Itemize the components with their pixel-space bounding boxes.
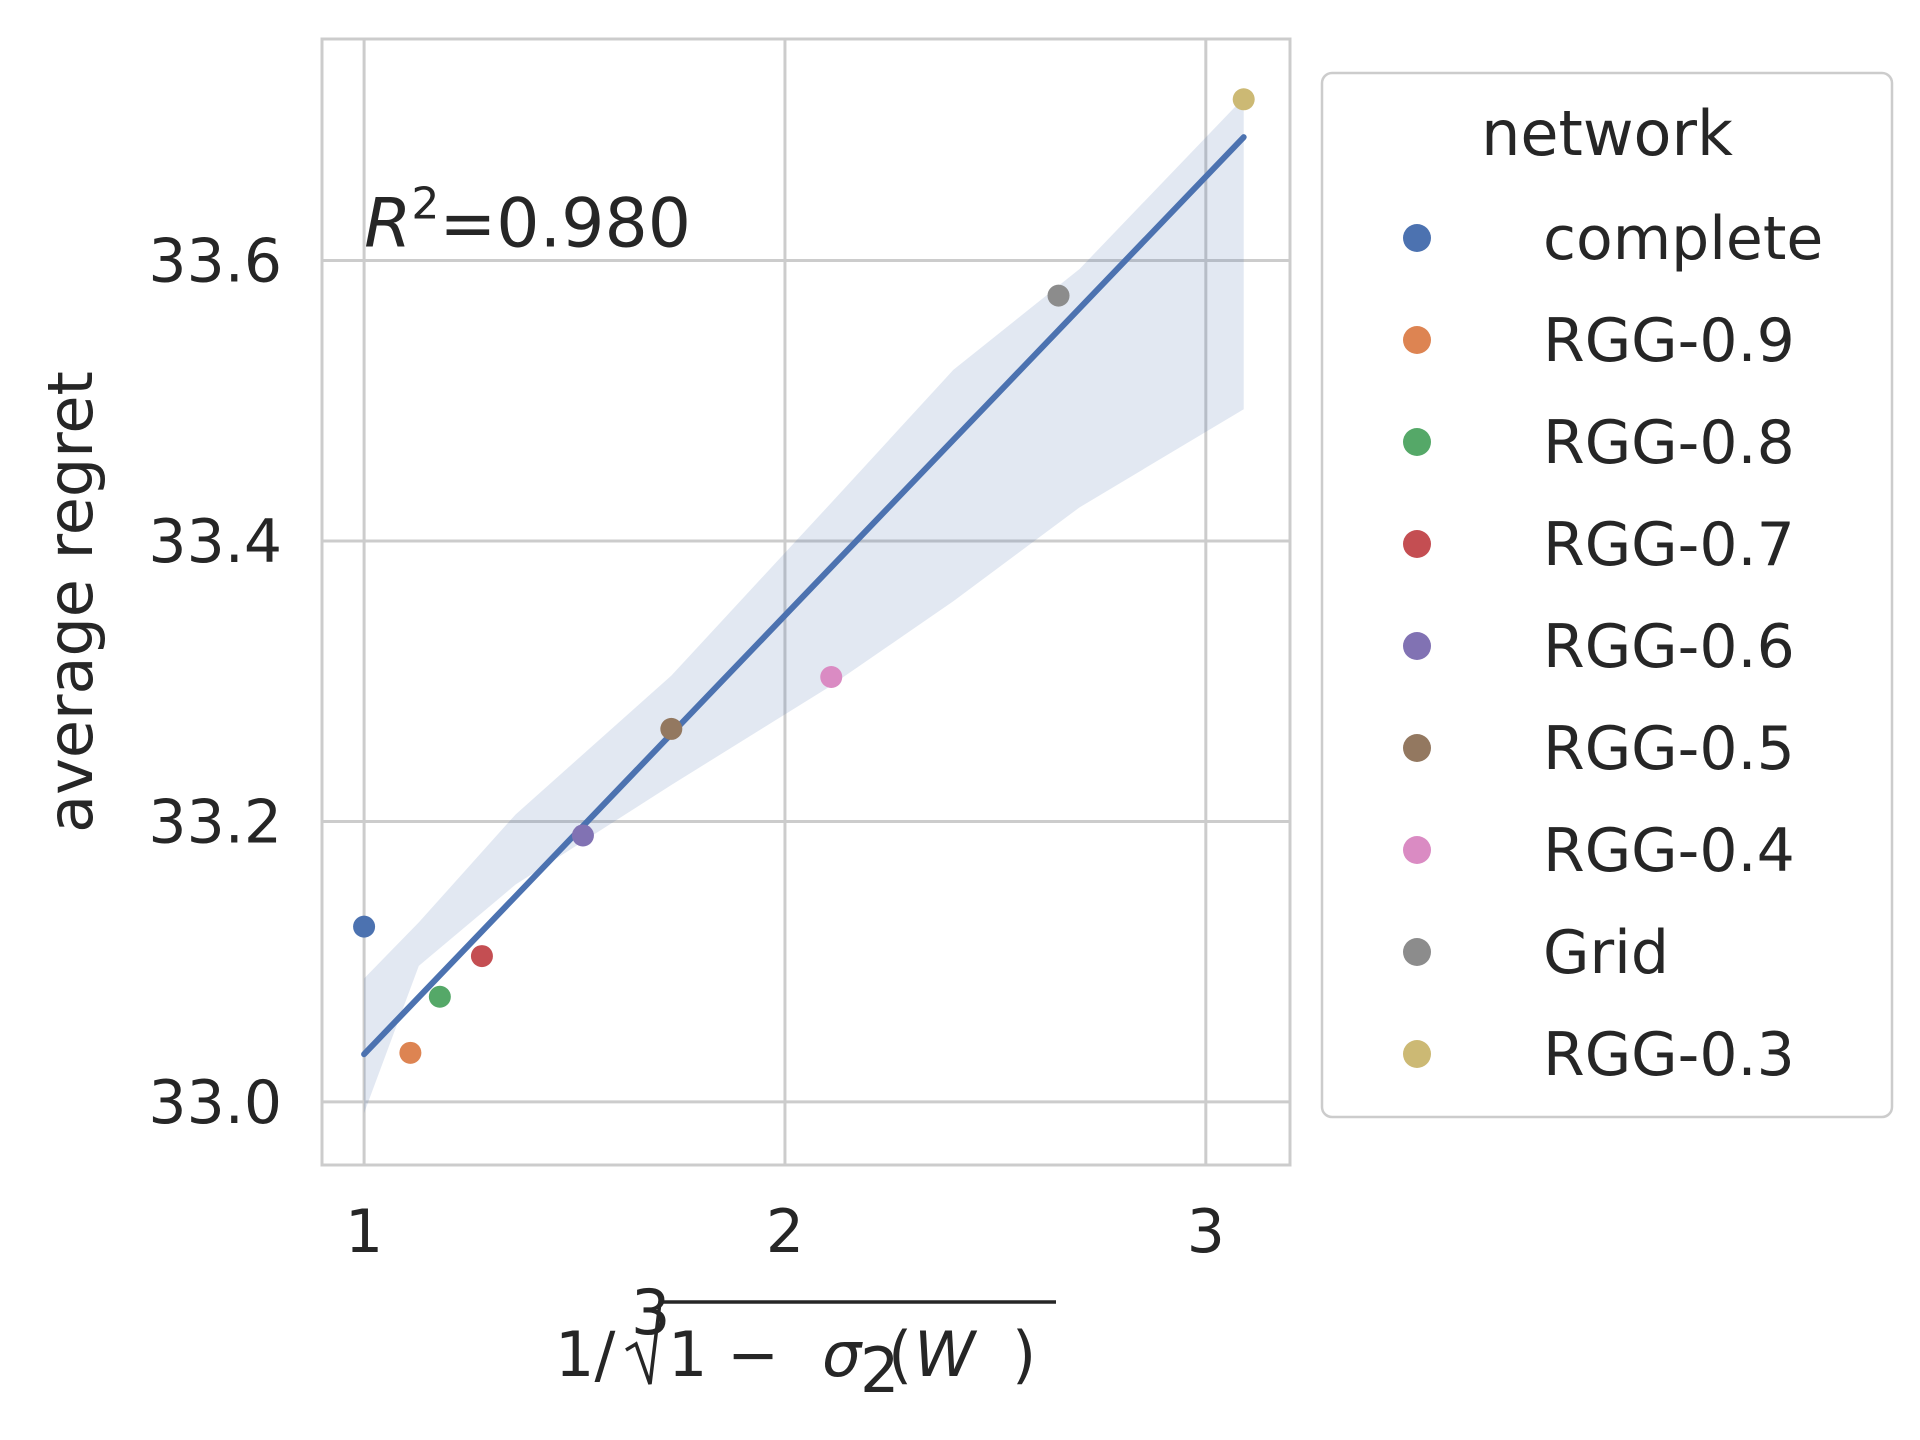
legend-label: RGG-0.4 — [1543, 816, 1795, 886]
legend-label: Grid — [1543, 918, 1669, 988]
data-point-rgg-0-8 — [429, 986, 451, 1008]
legend-marker — [1403, 734, 1431, 762]
legend-label: RGG-0.6 — [1543, 612, 1795, 682]
r-squared-value: =0.980 — [439, 185, 691, 264]
legend-label: RGG-0.9 — [1543, 306, 1795, 376]
data-point-complete — [353, 916, 375, 938]
data-point-rgg-0-4 — [820, 666, 842, 688]
legend-marker — [1403, 836, 1431, 864]
y-tick-label: 33.2 — [148, 787, 282, 857]
svg-text:W: W — [914, 1318, 978, 1391]
legend-marker — [1403, 632, 1431, 660]
legend-label: RGG-0.7 — [1543, 510, 1795, 580]
data-point-rgg-0-6 — [572, 824, 594, 846]
legend-label: complete — [1543, 204, 1823, 274]
legend-title: network — [1481, 97, 1733, 170]
y-tick-label: 33.6 — [148, 227, 282, 297]
svg-text:1 −: 1 − — [668, 1318, 779, 1391]
y-tick-label: 33.0 — [148, 1068, 282, 1138]
svg-text:1/: 1/ — [555, 1318, 615, 1391]
x-tick-label: 2 — [766, 1197, 804, 1267]
data-point-rgg-0-7 — [471, 945, 493, 967]
legend: network complete RGG-0.9 RGG-0.8 RGG-0.7 RGG… — [1322, 73, 1892, 1117]
r-squared-symbol: R — [364, 185, 411, 264]
y-tick-label: 33.4 — [148, 507, 282, 577]
data-point-rgg-0-9 — [399, 1042, 421, 1064]
x-tick-label: 3 — [1187, 1197, 1225, 1267]
svg-text:): ) — [1012, 1318, 1036, 1391]
svg-text:(: ( — [888, 1318, 912, 1391]
legend-marker — [1403, 938, 1431, 966]
svg-text:σ: σ — [822, 1318, 863, 1391]
legend-label: RGG-0.8 — [1543, 408, 1795, 478]
legend-marker — [1403, 428, 1431, 456]
legend-label: RGG-0.5 — [1543, 714, 1795, 784]
legend-marker — [1403, 326, 1431, 354]
legend-marker — [1403, 1040, 1431, 1068]
x-tick-label: 1 — [345, 1197, 383, 1267]
data-point-rgg-0-3 — [1233, 88, 1255, 110]
data-point-grid — [1048, 285, 1070, 307]
legend-label: RGG-0.3 — [1543, 1020, 1795, 1090]
legend-marker — [1403, 224, 1431, 252]
data-point-rgg-0-5 — [660, 718, 682, 740]
y-axis-label: average regret — [34, 371, 107, 833]
svg-text:3: 3 — [631, 1276, 670, 1349]
legend-marker — [1403, 530, 1431, 558]
r-squared-superscript: 2 — [411, 179, 439, 230]
